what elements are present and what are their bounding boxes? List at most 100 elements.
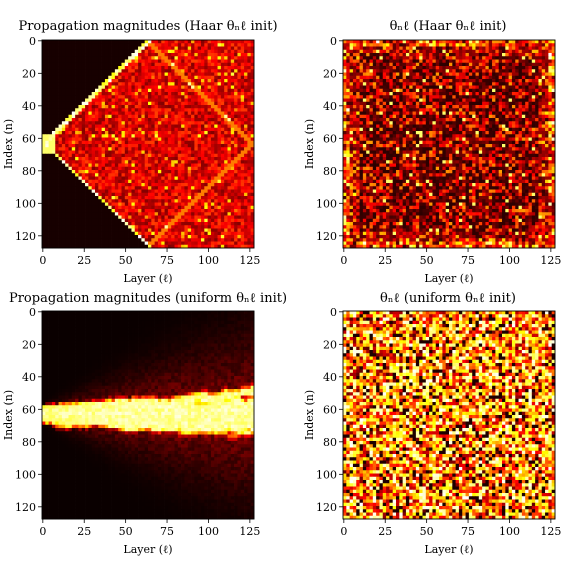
- heatmap-cell: [250, 215, 255, 220]
- heatmap-cell: [58, 183, 63, 187]
- heatmap-cell: [101, 192, 106, 197]
- heatmap-cell: [157, 205, 162, 210]
- heatmap-cell: [161, 196, 165, 200]
- heatmap-cell: [201, 69, 205, 73]
- heatmap-cell: [191, 53, 195, 57]
- heatmap-cell: [45, 118, 49, 122]
- heatmap-cell: [91, 66, 96, 70]
- heatmap-cell: [124, 101, 129, 106]
- heatmap-cell: [551, 59, 556, 64]
- heatmap-cell: [154, 144, 159, 148]
- heatmap-cell: [230, 49, 235, 54]
- heatmap-cell: [151, 238, 155, 242]
- heatmap-cell: [197, 137, 202, 142]
- heatmap-cell: [220, 244, 225, 249]
- heatmap-cell: [58, 228, 63, 233]
- heatmap-cell: [511, 72, 516, 77]
- heatmap-cell: [356, 72, 360, 77]
- heatmap-cell: [42, 189, 46, 194]
- heatmap-cell: [118, 75, 122, 80]
- heatmap-cell: [181, 49, 185, 54]
- heatmap-cell: [138, 95, 142, 99]
- heatmap-cell: [187, 173, 192, 177]
- heatmap-cell: [88, 183, 93, 187]
- heatmap-cell: [101, 186, 106, 190]
- heatmap-cell: [124, 205, 129, 210]
- heatmap-cell: [535, 79, 539, 83]
- heatmap-cell: [187, 140, 192, 145]
- heatmap-cell: [58, 238, 63, 242]
- heatmap-cell: [75, 53, 79, 57]
- heatmap-cell: [495, 56, 500, 60]
- heatmap-cell: [48, 218, 53, 223]
- heatmap-cell: [131, 238, 136, 242]
- heatmap-cell: [356, 59, 360, 64]
- heatmap-cell: [134, 192, 139, 197]
- heatmap-cell: [85, 95, 89, 99]
- heatmap-cell: [85, 49, 89, 54]
- heatmap-cell: [51, 212, 56, 216]
- heatmap-cell: [95, 98, 99, 103]
- heatmap-cell: [462, 79, 466, 83]
- heatmap-cell: [134, 189, 139, 194]
- heatmap-cell: [194, 160, 199, 164]
- heatmap-cell: [51, 95, 56, 99]
- heatmap-cell: [240, 92, 245, 96]
- heatmap-cell: [154, 212, 159, 216]
- heatmap-cell: [81, 46, 86, 51]
- heatmap-cell: [230, 173, 235, 177]
- heatmap-cell: [157, 160, 162, 164]
- heatmap-cell: [184, 53, 189, 57]
- heatmap-cell: [244, 186, 248, 190]
- heatmap-cell: [234, 85, 238, 90]
- heatmap-cell: [65, 231, 69, 236]
- heatmap-cell: [177, 209, 182, 213]
- heatmap-cell: [191, 228, 195, 233]
- heatmap-cell: [217, 202, 222, 207]
- heatmap-cell: [138, 186, 142, 190]
- heatmap-cell: [171, 235, 175, 239]
- heatmap-cell: [108, 118, 112, 122]
- heatmap-cell: [167, 75, 172, 80]
- heatmap-cell: [545, 56, 549, 60]
- heatmap-cell: [141, 134, 146, 138]
- heatmap-cell: [68, 166, 73, 171]
- heatmap-cell: [505, 66, 509, 70]
- heatmap-cell: [362, 69, 367, 73]
- heatmap-cell: [197, 79, 202, 83]
- heatmap-cell: [194, 105, 199, 109]
- heatmap-cell: [78, 235, 83, 239]
- heatmap-cell: [58, 140, 63, 145]
- heatmap-cell: [55, 98, 59, 103]
- heatmap-cell: [121, 160, 126, 164]
- heatmap-cell: [250, 160, 255, 164]
- heatmap-cell: [88, 157, 93, 161]
- heatmap-cell: [472, 46, 476, 51]
- heatmap-cell: [551, 66, 556, 70]
- heatmap-cell: [488, 49, 493, 54]
- heatmap-cell: [124, 62, 129, 67]
- heatmap-cell: [85, 173, 89, 177]
- heatmap-cell: [128, 88, 132, 93]
- heatmap-cell: [151, 189, 155, 194]
- heatmap-cell: [247, 176, 252, 181]
- heatmap-cell: [128, 82, 132, 86]
- heatmap-cell: [545, 66, 549, 70]
- heatmap-cell: [71, 173, 76, 177]
- heatmap-cell: [167, 235, 172, 239]
- heatmap-cell: [98, 189, 102, 194]
- heatmap-cell: [68, 173, 73, 177]
- heatmap-cell: [174, 131, 179, 135]
- heatmap-cell: [359, 43, 364, 47]
- heatmap-cell: [210, 160, 215, 164]
- heatmap-cell: [101, 170, 106, 174]
- heatmap-cell: [42, 66, 46, 70]
- heatmap-cell: [171, 66, 175, 70]
- heatmap-cell: [144, 179, 149, 184]
- heatmap-cell: [111, 215, 116, 220]
- heatmap-cell: [230, 192, 235, 197]
- heatmap-cell: [177, 53, 182, 57]
- heatmap-cell: [518, 69, 523, 73]
- heatmap-cell: [184, 222, 189, 226]
- heatmap-cell: [144, 244, 149, 249]
